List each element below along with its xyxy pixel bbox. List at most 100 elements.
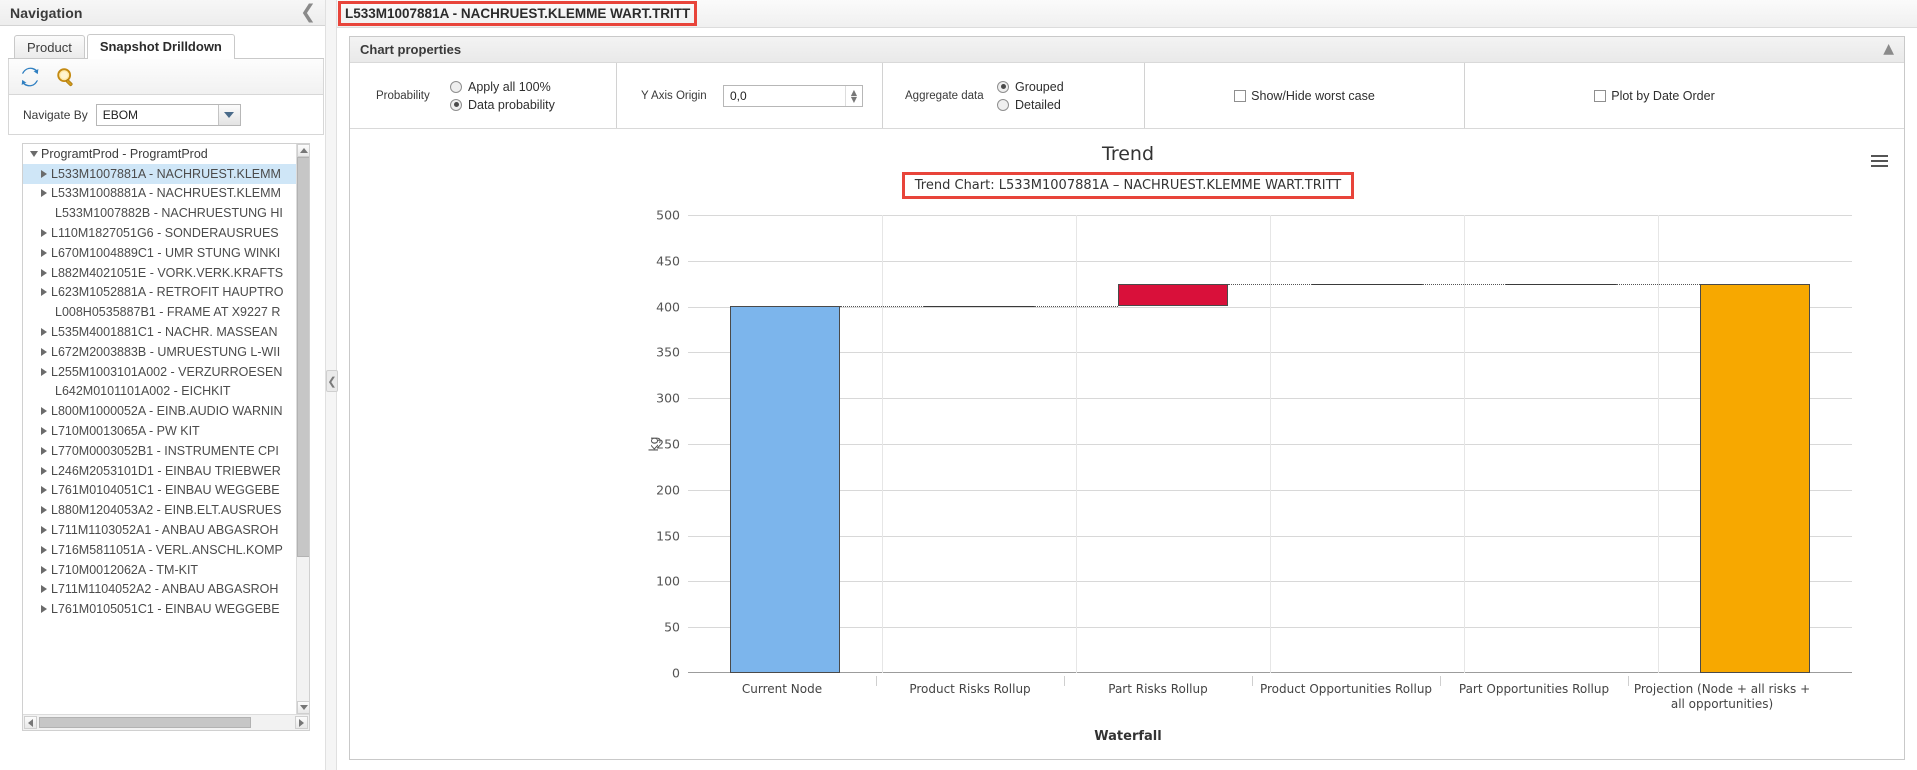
checkbox-box-worst-case[interactable]	[1234, 89, 1247, 102]
scroll-down-button[interactable]	[297, 701, 309, 714]
tree-item[interactable]: L535M4001881C1 - NACHR. MASSEAN	[23, 322, 296, 342]
tree-item[interactable]: L710M0012062A - TM-KIT	[23, 560, 296, 580]
scroll-thumb-vertical[interactable]	[297, 157, 309, 557]
tree-expand-arrow-icon[interactable]	[37, 466, 51, 475]
tree-item-label: L533M1007881A - NACHRUEST.KLEMM	[51, 166, 281, 181]
tree-expand-arrow-icon[interactable]	[37, 565, 51, 574]
tree-expand-arrow-icon[interactable]	[37, 248, 51, 257]
tree-expand-arrow-icon[interactable]	[37, 427, 51, 436]
chevron-up-icon[interactable]: ▲	[1883, 41, 1894, 57]
tree-expand-arrow-icon[interactable]	[37, 268, 51, 277]
tree-expand-arrow-icon[interactable]	[37, 229, 51, 238]
tree-item[interactable]: L255M1003101A002 - VERZURROESEN	[23, 362, 296, 382]
checkbox-plot-by-date-order[interactable]: Plot by Date Order	[1594, 89, 1715, 103]
tree-root-node[interactable]: ProgramtProd - ProgramtProd	[23, 144, 296, 164]
bar-zero-delta[interactable]	[1505, 283, 1617, 285]
tree-item[interactable]: L246M2053101D1 - EINBAU TRIEBWER	[23, 461, 296, 481]
splitter-grip-handle[interactable]: ❮	[326, 370, 338, 392]
page-title-bar: L533M1007881A - NACHRUEST.KLEMME WART.TR…	[337, 0, 1917, 28]
chevron-down-icon[interactable]	[217, 104, 240, 125]
tree-item[interactable]: L716M5811051A - VERL.ANSCHL.KOMP	[23, 540, 296, 560]
tree-horizontal-scrollbar[interactable]	[23, 714, 309, 730]
tree-item[interactable]: L711M1104052A2 - ANBAU ABGASROH	[23, 580, 296, 600]
tree-item[interactable]: L770M0003052B1 - INSTRUMENTE CPI	[23, 441, 296, 461]
spinner-buttons[interactable]: ▲ ▼	[845, 85, 862, 106]
tree-vertical-scrollbar[interactable]	[296, 144, 309, 714]
bar-zero-delta[interactable]	[1311, 283, 1423, 285]
tree-item-label: L711M1104052A2 - ANBAU ABGASROH	[51, 582, 279, 597]
tree-expand-arrow-icon[interactable]	[37, 169, 51, 178]
tree-item[interactable]: L670M1004889C1 - UMR STUNG WINKI	[23, 243, 296, 263]
tree-item[interactable]: L761M0104051C1 - EINBAU WEGGEBE	[23, 481, 296, 501]
checkbox-show-hide-worst-case[interactable]: Show/Hide worst case	[1234, 89, 1375, 103]
radio-circle-detailed[interactable]	[997, 98, 1009, 111]
y-axis-origin-input[interactable]: 0,0 ▲ ▼	[723, 84, 863, 107]
tree-item[interactable]: L623M1052881A - RETROFIT HAUPTRO	[23, 283, 296, 303]
tree-item-label: L882M4021051E - VORK.VERK.KRAFTS	[51, 265, 284, 280]
tree-item[interactable]: L710M0013065A - PW KIT	[23, 421, 296, 441]
spinner-up-icon[interactable]: ▲	[850, 87, 858, 97]
scroll-up-button[interactable]	[297, 144, 309, 157]
tree-item-label: L535M4001881C1 - NACHR. MASSEAN	[51, 325, 278, 340]
tree-item[interactable]: L533M1007881A - NACHRUEST.KLEMM	[23, 163, 296, 184]
waterfall-connector	[1422, 283, 1506, 285]
tab-snapshot-drilldown[interactable]: Snapshot Drilldown	[86, 34, 235, 59]
chart-bar[interactable]	[1699, 283, 1811, 673]
tree-expand-arrow-icon[interactable]	[37, 486, 51, 495]
radio-circle-grouped[interactable]	[997, 80, 1009, 93]
chart-bar[interactable]	[729, 305, 841, 673]
spinner-down-icon[interactable]: ▼	[850, 94, 858, 104]
search-icon[interactable]	[55, 66, 77, 88]
tree-item[interactable]: L882M4021051E - VORK.VERK.KRAFTS	[23, 263, 296, 283]
checkbox-box-plot-by-date-order[interactable]	[1594, 89, 1607, 102]
tree-expand-arrow-icon[interactable]	[37, 328, 51, 337]
y-axis-tick-label: 250	[656, 436, 680, 452]
chart-subtitle: Trend Chart: L533M1007881A – NACHRUEST.K…	[901, 172, 1355, 199]
tree-expand-arrow-icon[interactable]	[37, 347, 51, 356]
panel-splitter[interactable]: ❮	[325, 0, 338, 770]
tree-expand-arrow-icon[interactable]	[37, 585, 51, 594]
x-axis-tick-label: Product Risks Rollup	[909, 682, 1031, 696]
tree-expand-arrow-icon[interactable]	[37, 605, 51, 614]
tree-expand-arrow-icon[interactable]	[37, 288, 51, 297]
tree-expand-arrow-icon[interactable]	[37, 189, 51, 198]
x-axis-category-labels: Current Node Product Risks Rollup Part Ris…	[688, 676, 1816, 720]
chevron-left-icon[interactable]: ❮	[300, 1, 316, 23]
tree-item[interactable]: L672M2003883B - UMRUESTUNG L-WII	[23, 342, 296, 362]
tree-collapse-arrow-icon[interactable]	[27, 150, 41, 157]
chart-properties-title: Chart properties	[360, 42, 462, 57]
scroll-thumb-horizontal[interactable]	[39, 717, 251, 728]
tree-expand-arrow-icon[interactable]	[37, 407, 51, 416]
radio-data-probability[interactable]: Data probability	[450, 98, 555, 112]
tree-item[interactable]: L642M0101101A002 - EICHKIT	[23, 382, 296, 402]
radio-grouped[interactable]: Grouped	[997, 80, 1064, 94]
tree-expand-arrow-icon[interactable]	[37, 506, 51, 515]
tree-expand-arrow-icon[interactable]	[37, 446, 51, 455]
tree-item-label: L008H0535887B1 - FRAME AT X9227 R	[55, 305, 281, 320]
refresh-icon[interactable]	[19, 66, 41, 88]
radio-detailed[interactable]: Detailed	[997, 98, 1064, 112]
bar-zero-delta[interactable]	[923, 305, 1035, 307]
tree-expand-arrow-icon[interactable]	[37, 526, 51, 535]
tab-product[interactable]: Product	[14, 35, 85, 58]
tree-item[interactable]: L533M1008881A - NACHRUEST.KLEMM	[23, 184, 296, 204]
tree-item[interactable]: L880M1204053A2 - EINB.ELT.AUSRUES	[23, 500, 296, 520]
hamburger-menu-icon[interactable]	[1871, 155, 1888, 167]
scroll-right-button[interactable]	[295, 716, 308, 729]
tree-expand-arrow-icon[interactable]	[37, 545, 51, 554]
navigate-by-select[interactable]: EBOM	[95, 103, 241, 126]
chart-bar[interactable]	[1117, 283, 1229, 306]
y-axis-tick-label: 0	[672, 665, 680, 681]
tree-item[interactable]: L110M1827051G6 - SONDERAUSRUES	[23, 223, 296, 243]
scroll-left-button[interactable]	[24, 716, 37, 729]
tree-item[interactable]: L800M1000052A - EINB.AUDIO WARNIN	[23, 401, 296, 421]
tree-item[interactable]: L711M1103052A1 - ANBAU ABGASROH	[23, 520, 296, 540]
radio-apply-all-100[interactable]: Apply all 100%	[450, 80, 555, 94]
x-axis-tick-mark	[1628, 676, 1629, 686]
tree-item[interactable]: L533M1007882B - NACHRUESTUNG HI	[23, 203, 296, 223]
tree-item[interactable]: L761M0105051C1 - EINBAU WEGGEBE	[23, 599, 296, 619]
radio-circle-apply-all-100[interactable]	[450, 80, 462, 93]
tree-expand-arrow-icon[interactable]	[37, 367, 51, 376]
radio-circle-data-probability[interactable]	[450, 98, 462, 111]
tree-item[interactable]: L008H0535887B1 - FRAME AT X9227 R	[23, 302, 296, 322]
